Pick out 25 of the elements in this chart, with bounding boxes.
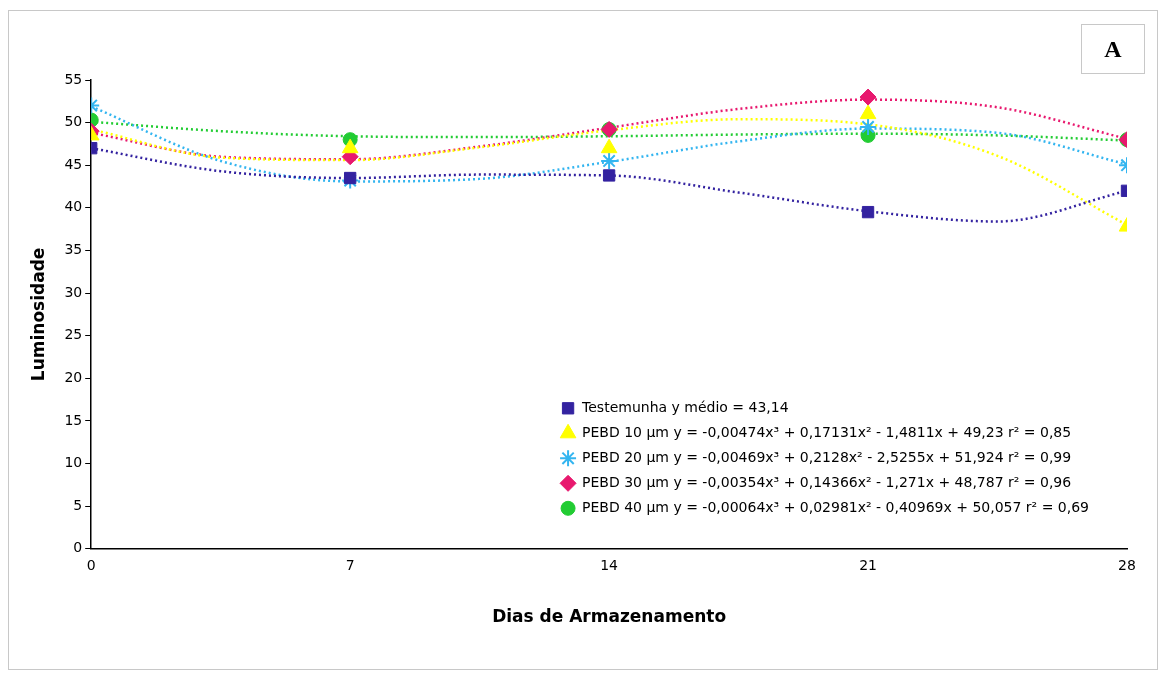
legend-label: PEBD 40 µm y = -0,00064x³ + 0,02981x² - 0,40969x + 50,057 r² = 0,69 [582,498,1089,515]
y-tick-label: 10 [64,454,83,471]
x-tick-label: 28 [1118,556,1136,573]
x-axis-title: Dias de Armazenamento [492,606,727,627]
y-axis-title: Luminosidade [27,247,48,382]
y-tick-label: 5 [73,496,83,513]
x-tick-label: 21 [859,556,877,573]
y-tick-label: 0 [73,539,83,556]
y-tick-label: 40 [64,198,83,215]
y-tick-label: 30 [64,283,83,300]
y-tick-label: 20 [64,368,83,385]
legend-label: PEBD 20 µm y = -0,00469x³ + 0,2128x² - 2,5255x + 51,924 r² = 0,99 [582,448,1072,465]
y-tick-label: 45 [64,155,83,172]
y-tick-label: 25 [64,326,83,343]
x-tick-label: 0 [86,556,96,573]
legend-label: PEBD 30 µm y = -0,00354x³ + 0,14366x² - 1,271x + 48,787 r² = 0,96 [582,473,1072,490]
y-tick-label: 50 [64,113,83,130]
chart-title: A [1081,24,1145,74]
y-tick-label: 15 [64,411,83,428]
y-tick-label: 35 [64,241,83,258]
x-tick-label: 14 [600,556,619,573]
y-tick-label: 55 [64,70,83,87]
legend-label: PEBD 10 µm y = -0,00474x³ + 0,17131x² - 1,4811x + 49,23 r² = 0,85 [582,423,1072,440]
x-tick-label: 7 [345,556,355,573]
legend-label: Testemunha y médio = 43,14 [581,398,789,415]
